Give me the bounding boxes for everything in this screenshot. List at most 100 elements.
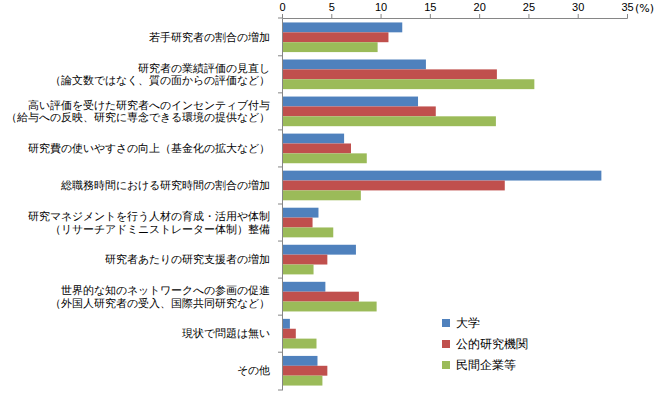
y-tick-label: 研究費の使いやすさの向上（基金化の拡大など） — [28, 142, 270, 155]
y-separator — [278, 352, 282, 353]
bar — [282, 171, 601, 181]
legend-item: 大学 — [442, 316, 480, 330]
series-bars — [282, 22, 601, 365]
x-tick: 5 — [329, 1, 335, 18]
x-tick-label: 0 — [279, 1, 285, 13]
x-tick-mark — [627, 14, 628, 18]
bar — [282, 116, 496, 126]
x-tick-mark — [282, 14, 283, 18]
y-separator — [278, 241, 282, 242]
x-tick-label: 35 — [621, 1, 633, 13]
y-tick-label-line: 研究マネジメントを行う人材の育成・活用や体制 — [28, 210, 270, 223]
y-tick-label: 高い評価を受けた研究者へのインセンティブ付与（給与への反映、研究に専念できる環境… — [6, 99, 270, 124]
x-tick-mark — [479, 14, 480, 18]
y-tick-label-line: （給与への反映、研究に専念できる環境の提供など） — [6, 111, 270, 123]
x-tick-label: 30 — [572, 1, 584, 13]
y-tick: 研究者あたりの研究支援者の増加 — [105, 253, 270, 265]
bar — [282, 356, 317, 366]
bar — [282, 59, 426, 69]
x-axis-title: (%) — [635, 2, 654, 15]
y-tick-label-line: その他 — [237, 364, 270, 376]
plot: 0 5 10 15 20 25 30 35 若手研究者の割合の増加研究者の業績評価の見直し（論文… — [6, 1, 634, 391]
y-tick-label-line: （論文数ではなく、質の面からの評価など） — [50, 74, 270, 86]
bar — [282, 366, 327, 376]
y-tick: 総職務時間における研究時間の割合の増加 — [60, 179, 270, 192]
y-tick-label: その他 — [237, 364, 270, 376]
y-tick-label: 研究マネジメントを行う人材の育成・活用や体制（リサーチアドミニストレーター体制）… — [28, 210, 270, 235]
bar — [282, 282, 325, 292]
chart: 0 5 10 15 20 25 30 35 若手研究者の割合の増加研究者の業績評価の見直し（論文… — [0, 0, 662, 394]
bar — [282, 97, 418, 107]
bar — [282, 265, 314, 275]
y-tick: その他 — [237, 364, 270, 376]
legend-label: 公的研究機関 — [456, 337, 528, 351]
y-tick-label-line: 研究費の使いやすさの向上（基金化の拡大など） — [28, 142, 270, 155]
y-tick-label-line: 高い評価を受けた研究者へのインセンティブ付与 — [28, 99, 270, 112]
y-tick: 研究費の使いやすさの向上（基金化の拡大など） — [28, 142, 270, 155]
bar — [282, 227, 333, 237]
y-tick-label-line: （外国人研究者の受入、国際共同研究など） — [50, 297, 270, 309]
y-tick-label-line: （リサーチアドミニストレーター体制）整備 — [50, 223, 270, 235]
bar — [282, 143, 351, 153]
y-tick-label: 研究者あたりの研究支援者の増加 — [105, 253, 270, 265]
bar — [282, 292, 359, 302]
legend: 大学公的研究機関民間企業等 — [442, 316, 528, 372]
y-tick: 研究マネジメントを行う人材の育成・活用や体制（リサーチアドミニストレーター体制）… — [28, 210, 270, 235]
x-tick-mark — [528, 14, 529, 18]
x-tick-label: 5 — [329, 1, 335, 13]
y-tick: 高い評価を受けた研究者へのインセンティブ付与（給与への反映、研究に専念できる環境… — [6, 99, 270, 124]
bar — [282, 218, 313, 228]
x-tick: 30 — [572, 1, 584, 18]
y-separator — [278, 92, 282, 93]
y-tick-label-line: 現状で問題は無い — [182, 327, 270, 339]
bar — [282, 255, 327, 265]
bar — [282, 302, 377, 312]
y-separator — [278, 166, 282, 167]
x-tick-mark — [331, 14, 332, 18]
y-tick: 世界的な知のネットワークへの参画の促進（外国人研究者の受入、国際共同研究など） — [50, 284, 270, 309]
bar — [282, 153, 367, 163]
x-tick: 10 — [375, 1, 387, 18]
bar — [282, 32, 388, 42]
bar — [282, 181, 505, 191]
x-tick-mark — [381, 14, 382, 18]
x-tick: 0 — [279, 1, 285, 18]
y-tick-label: 総職務時間における研究時間の割合の増加 — [60, 179, 270, 192]
bar — [282, 42, 378, 52]
y-axis: 若手研究者の割合の増加研究者の業績評価の見直し（論文数ではなく、質の面からの評価… — [6, 19, 283, 391]
x-tick: 35 — [621, 1, 633, 18]
bars — [282, 22, 601, 385]
bar — [282, 134, 344, 144]
x-tick-label: 25 — [523, 1, 535, 13]
legend-swatch — [442, 319, 450, 327]
legend-item: 民間企業等 — [442, 358, 516, 372]
x-axis: 0 5 10 15 20 25 30 35 — [279, 1, 633, 19]
bar — [282, 319, 290, 329]
legend-label: 民間企業等 — [456, 358, 516, 372]
y-separator — [278, 129, 282, 130]
y-separator — [278, 278, 282, 279]
bar — [282, 208, 318, 218]
bar — [282, 376, 322, 386]
x-tick-mark — [578, 14, 579, 18]
x-tick: 15 — [424, 1, 436, 18]
legend-swatch — [442, 361, 450, 369]
y-axis-line — [282, 19, 283, 391]
y-separator — [278, 18, 282, 19]
y-tick-label-line: 世界的な知のネットワークへの参画の促進 — [61, 284, 270, 296]
bar — [282, 22, 402, 32]
y-tick-label: 若手研究者の割合の増加 — [149, 31, 270, 43]
x-tick-label: 20 — [474, 1, 486, 13]
legend-label: 大学 — [456, 316, 480, 330]
y-separator — [278, 390, 282, 391]
x-tick-mark — [430, 14, 431, 18]
y-tick-label: 研究者の業績評価の見直し（論文数ではなく、質の面からの評価など） — [50, 62, 270, 87]
y-tick: 研究者の業績評価の見直し（論文数ではなく、質の面からの評価など） — [50, 62, 270, 87]
y-tick-label-line: 研究者あたりの研究支援者の増加 — [105, 253, 270, 265]
y-separator — [278, 204, 282, 205]
bar — [282, 190, 361, 200]
bar — [282, 329, 296, 339]
legend-item: 公的研究機関 — [442, 337, 528, 351]
bar — [282, 245, 356, 255]
y-tick-label-line: 研究者の業績評価の見直し — [138, 62, 270, 74]
